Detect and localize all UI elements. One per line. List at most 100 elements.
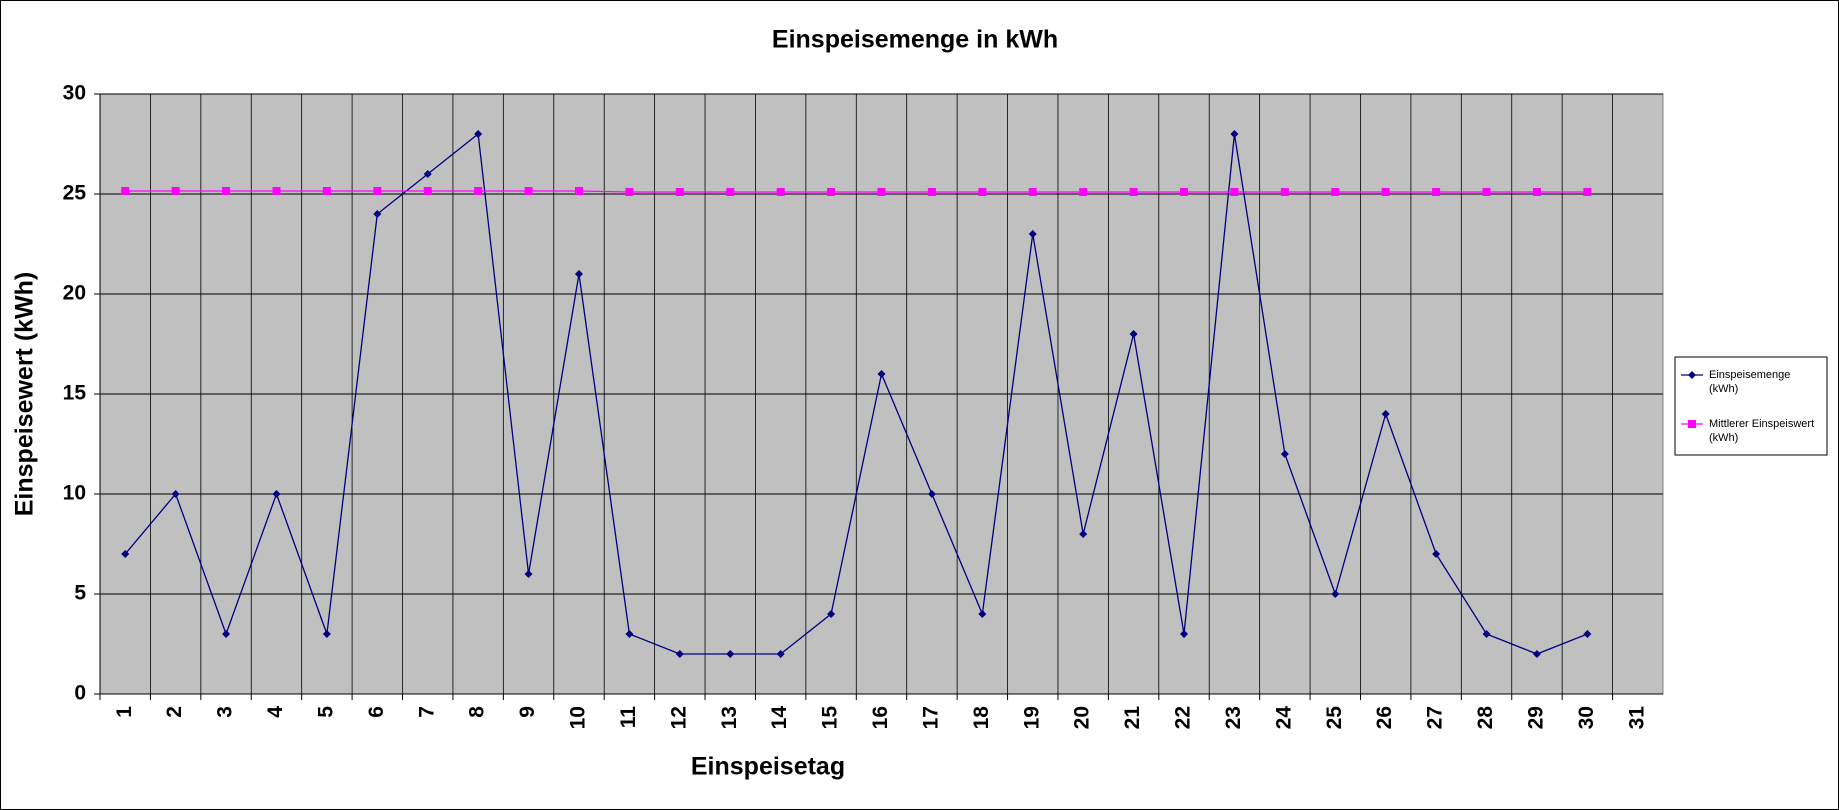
chart-title: Einspeisemenge in kWh (772, 26, 1058, 54)
legend-marker (1688, 420, 1696, 428)
data-point (1583, 188, 1592, 196)
data-point (675, 188, 684, 196)
data-point (121, 187, 130, 195)
x-tick-label: 25 (1323, 706, 1346, 730)
data-point (1432, 550, 1441, 558)
x-tick-label: 14 (768, 706, 791, 730)
x-tick-label: 15 (819, 706, 842, 730)
data-point (726, 188, 735, 196)
x-tick-label: 9 (516, 706, 539, 718)
y-tick-label: 5 (74, 582, 86, 605)
data-point (1079, 530, 1088, 538)
data-point (524, 187, 533, 195)
data-point (171, 187, 180, 195)
x-tick-label: 26 (1373, 706, 1396, 729)
x-tick-label: 19 (1020, 706, 1043, 729)
data-point (1331, 188, 1340, 196)
x-tick-label: 24 (1272, 706, 1295, 730)
data-point (171, 490, 180, 498)
x-tick-label: 13 (718, 706, 741, 729)
data-point (827, 188, 836, 196)
data-point (121, 550, 130, 558)
data-point (1180, 188, 1189, 196)
data-point (625, 630, 634, 638)
data-point (1280, 450, 1289, 458)
data-point (1180, 630, 1189, 638)
data-point (726, 650, 735, 658)
x-tick-label: 22 (1172, 706, 1195, 729)
data-point (474, 130, 483, 138)
data-point (322, 187, 331, 195)
x-tick-label: 12 (667, 706, 690, 729)
data-point (1079, 188, 1088, 196)
x-tick-label: 17 (919, 706, 942, 729)
data-point (222, 187, 231, 195)
x-tick-label: 6 (365, 706, 388, 718)
x-tick-label: 11 (617, 706, 640, 729)
data-point (978, 188, 987, 196)
x-tick-label: 30 (1575, 706, 1598, 729)
x-tick-label: 1 (113, 706, 136, 718)
y-tick-label: 30 (63, 82, 86, 105)
data-point (776, 188, 785, 196)
x-tick-label: 31 (1625, 706, 1648, 730)
data-point (373, 187, 382, 195)
x-tick-label: 5 (314, 706, 337, 718)
data-point (1331, 590, 1340, 598)
x-tick-label: 4 (264, 706, 287, 718)
data-point (1532, 188, 1541, 196)
data-point (322, 630, 331, 638)
data-point (1381, 410, 1390, 418)
data-point (1129, 330, 1138, 338)
x-tick-label: 2 (163, 706, 186, 718)
data-point (423, 170, 432, 178)
series-line (124, 132, 1588, 655)
legend-label: Mittlerer Einspeiswert (kWh) (1709, 418, 1814, 444)
data-point (222, 630, 231, 638)
data-point (776, 650, 785, 658)
data-point (574, 187, 583, 195)
x-tick-label: 3 (214, 706, 237, 718)
y-axis-label: Einspeisewert (kWh) (11, 272, 39, 517)
y-tick-label: 25 (63, 182, 87, 205)
data-point (474, 187, 483, 195)
x-tick-label: 16 (869, 706, 892, 729)
series-line (125, 190, 1588, 193)
data-point (1532, 650, 1541, 658)
x-tick-label: 20 (1071, 706, 1094, 729)
y-tick-label: 10 (63, 482, 86, 505)
data-point (574, 270, 583, 278)
legend-marker (1688, 371, 1696, 379)
x-tick-label: 29 (1524, 706, 1547, 729)
x-tick-label: 8 (466, 706, 489, 718)
data-point (1230, 130, 1239, 138)
legend-label: Einspeisemenge (kWh) (1709, 369, 1790, 395)
data-point (877, 188, 886, 196)
data-point (1028, 230, 1037, 238)
data-point (1129, 188, 1138, 196)
data-point (675, 650, 684, 658)
data-point (1583, 630, 1592, 638)
x-tick-label: 28 (1474, 706, 1497, 730)
data-point (373, 210, 382, 218)
data-point (1028, 188, 1037, 196)
y-tick-label: 0 (74, 682, 86, 705)
x-tick-label: 10 (567, 706, 590, 729)
x-tick-label: 23 (1222, 706, 1245, 729)
x-tick-label: 27 (1424, 706, 1447, 729)
data-point (1432, 188, 1441, 196)
data-point (827, 610, 836, 618)
data-point (1280, 188, 1289, 196)
data-point (1482, 630, 1491, 638)
x-axis-label: Einspeisetag (691, 753, 845, 781)
data-point (272, 490, 281, 498)
x-tick-label: 21 (1121, 706, 1144, 730)
data-point (1381, 188, 1390, 196)
data-point (877, 370, 886, 378)
data-point (927, 490, 936, 498)
x-tick-label: 7 (415, 706, 438, 718)
y-tick-label: 20 (63, 282, 86, 305)
x-tick-label: 18 (970, 706, 993, 730)
y-tick-label: 15 (63, 382, 87, 405)
